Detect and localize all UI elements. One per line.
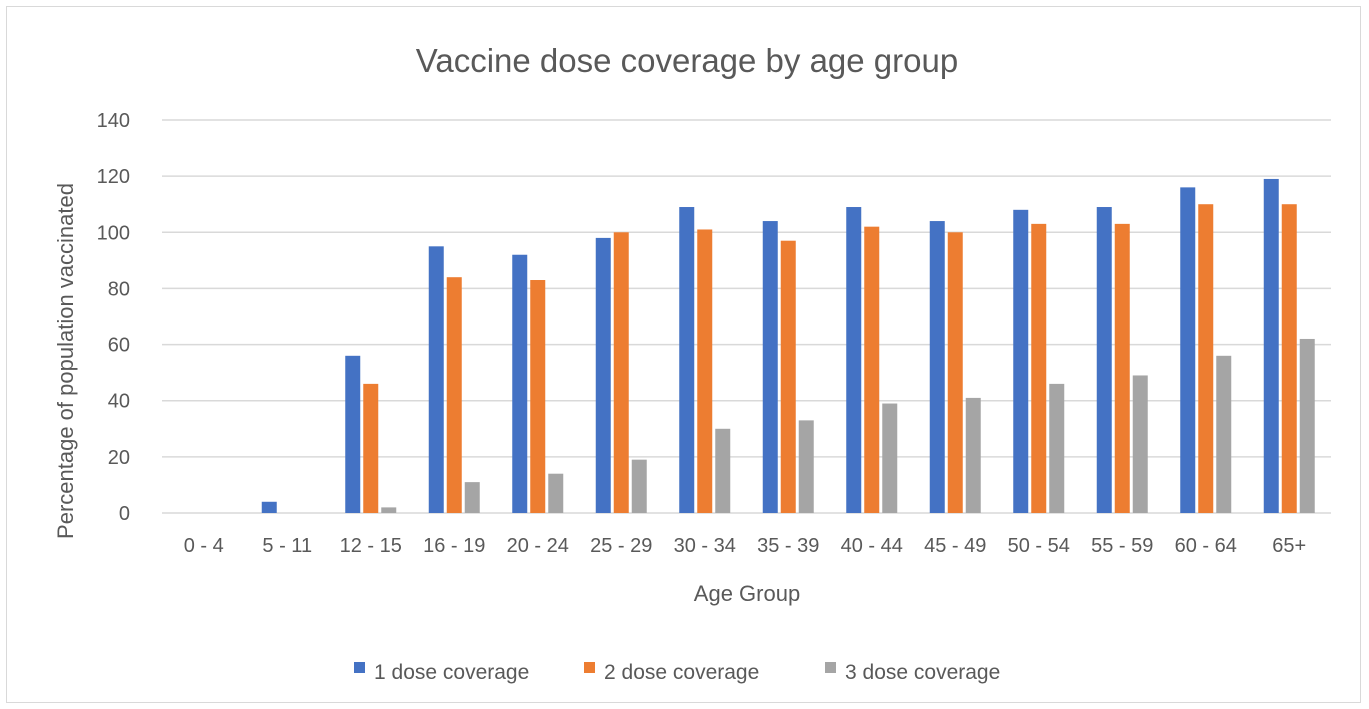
y-axis-tick-labels: 0 20 40 60 80 100 120 140 <box>97 110 130 525</box>
bar <box>613 232 629 514</box>
y-tick-label: 80 <box>108 278 130 300</box>
y-tick-label: 20 <box>108 447 130 469</box>
bar <box>512 254 528 513</box>
x-tick-label: 55 - 59 <box>1091 535 1153 557</box>
x-tick-label: 60 - 64 <box>1175 535 1237 557</box>
bar <box>261 501 277 513</box>
bar <box>762 221 778 514</box>
x-axis-tick-labels: 0 - 4 5 - 11 12 - 15 16 - 19 20 - 24 25 - 29 3… <box>184 535 1306 557</box>
y-tick-label: 0 <box>119 503 130 525</box>
legend-swatch <box>825 662 836 673</box>
bar <box>530 280 546 513</box>
bar <box>595 237 611 513</box>
bar <box>1263 178 1279 513</box>
gridlines <box>162 119 1331 514</box>
y-tick-label: 140 <box>97 110 130 132</box>
bar <box>1114 223 1130 513</box>
bar <box>1049 383 1065 513</box>
bar <box>1216 355 1232 513</box>
vaccine-coverage-chart: Vaccine dose coverage by age group 0 20 40… <box>53 42 1331 684</box>
bar <box>1299 338 1315 513</box>
x-tick-label: 35 - 39 <box>757 535 819 557</box>
bar <box>381 507 397 513</box>
legend-swatch <box>354 662 365 673</box>
chart-frame: Vaccine dose coverage by age group 0 20 40… <box>6 6 1361 703</box>
bar <box>446 277 462 513</box>
bar <box>548 473 564 513</box>
bar <box>1096 207 1112 513</box>
bar <box>1281 204 1297 513</box>
bar <box>464 482 480 513</box>
bars <box>261 178 1315 514</box>
legend: 1 dose coverage 2 dose coverage 3 dose cov… <box>354 661 1000 684</box>
bar <box>1198 204 1214 513</box>
x-tick-label: 30 - 34 <box>674 535 736 557</box>
bar <box>947 232 963 514</box>
bar <box>846 207 862 513</box>
x-tick-label: 50 - 54 <box>1008 535 1070 557</box>
x-tick-label: 25 - 29 <box>590 535 652 557</box>
bar <box>345 355 361 513</box>
bar <box>929 221 945 514</box>
bar <box>715 428 731 513</box>
x-tick-label: 0 - 4 <box>184 535 224 557</box>
y-tick-label: 120 <box>97 166 130 188</box>
y-tick-label: 100 <box>97 222 130 244</box>
x-tick-label: 45 - 49 <box>924 535 986 557</box>
chart-title: Vaccine dose coverage by age group <box>416 42 958 79</box>
x-tick-label: 20 - 24 <box>507 535 569 557</box>
x-tick-label: 40 - 44 <box>841 535 903 557</box>
x-tick-label: 65+ <box>1272 535 1306 557</box>
y-tick-label: 40 <box>108 391 130 413</box>
y-axis-title: Percentage of population vaccinated <box>53 183 78 539</box>
bar <box>363 383 379 513</box>
legend-label: 2 dose coverage <box>604 661 759 684</box>
x-tick-label: 5 - 11 <box>262 535 312 557</box>
bar <box>798 420 814 513</box>
x-axis-title: Age Group <box>694 581 800 606</box>
bar <box>1013 209 1029 514</box>
bar <box>697 229 713 513</box>
x-tick-label: 16 - 19 <box>423 535 485 557</box>
y-tick-label: 60 <box>108 335 130 357</box>
x-tick-label: 12 - 15 <box>340 535 402 557</box>
legend-swatch <box>584 662 595 673</box>
bar <box>965 397 981 513</box>
bar <box>1132 375 1148 513</box>
bar <box>1180 187 1196 513</box>
bar <box>679 207 695 513</box>
bar <box>864 226 880 513</box>
bar <box>780 240 796 513</box>
legend-label: 3 dose coverage <box>845 661 1000 684</box>
bar <box>882 403 898 513</box>
bar <box>428 246 444 514</box>
legend-label: 1 dose coverage <box>374 661 529 684</box>
bar <box>631 459 647 513</box>
bar <box>1031 223 1047 513</box>
